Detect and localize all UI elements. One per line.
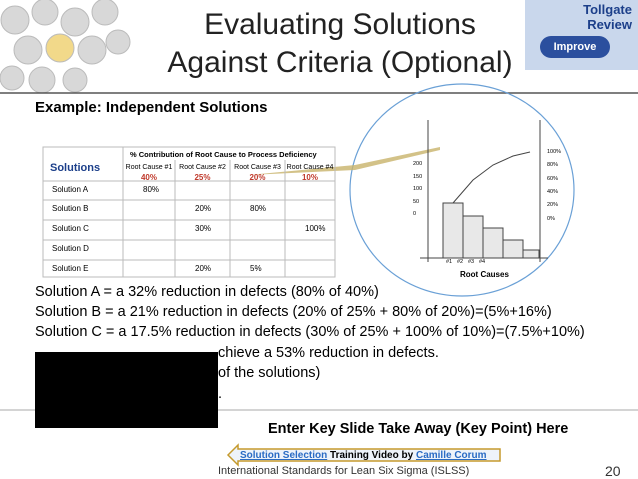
- pareto: [420, 120, 548, 262]
- badge-phase: Improve: [553, 41, 597, 53]
- body-line: Solution A = a 32% reduction in defects …: [35, 284, 379, 300]
- cause-name: Root Cause #3: [234, 164, 281, 171]
- x-label: #4: [479, 259, 486, 265]
- table: [42, 146, 336, 278]
- cause-share: 25%: [194, 173, 211, 182]
- row-label: Solution E: [52, 264, 89, 273]
- title-line: Evaluating Solutions: [204, 8, 476, 41]
- right-tick: 60%: [547, 175, 559, 182]
- cause-name: Root Cause #2: [179, 164, 226, 171]
- row-label: Solution C: [52, 224, 89, 233]
- cause-name: Root Cause #4: [286, 164, 334, 171]
- right-tick: 80%: [547, 162, 559, 169]
- cell: 20%: [195, 264, 212, 273]
- video-link: Solution Selection Training Video by Cam…: [240, 450, 487, 461]
- right-tick: 0%: [547, 215, 555, 222]
- x-title: Root Causes: [460, 270, 509, 279]
- cell: 20%: [195, 204, 212, 213]
- row-label: Solution D: [52, 244, 89, 253]
- cause-name: Root Cause #1: [125, 164, 173, 171]
- body-line: Solution B = a 21% reduction in defects …: [35, 304, 552, 320]
- row-label: Solution B: [52, 204, 89, 213]
- video-arrow: [226, 443, 501, 467]
- x-label: #2: [457, 259, 464, 265]
- cell: 80%: [250, 204, 267, 213]
- lightbulbs: [0, 0, 131, 94]
- left-tick: 0: [413, 211, 417, 217]
- left-tick: 150: [413, 173, 423, 180]
- badge-pill: [540, 36, 610, 58]
- link[interactable]: Camille Corum: [415, 450, 487, 461]
- zoom-link: [248, 147, 440, 175]
- x-label: #1: [446, 259, 453, 265]
- cause-share: 10%: [301, 173, 318, 182]
- right-tick: 40%: [547, 188, 559, 195]
- badge-bg: [525, 0, 638, 70]
- right-tick: 20%: [547, 202, 559, 209]
- row-label: Solution A: [52, 185, 89, 194]
- cell: 80%: [143, 185, 160, 194]
- table-corner: Solutions: [50, 162, 101, 174]
- right-tick: 100%: [547, 149, 562, 155]
- badge-title: Tollgate Review: [583, 2, 632, 32]
- link[interactable]: Solution Selection: [240, 450, 328, 461]
- takeaway: Enter Key Slide Take Away (Key Point) He…: [268, 421, 569, 437]
- x-label: #3: [468, 259, 475, 265]
- body-line: Solution C = a 17.5% reduction in defect…: [35, 324, 585, 340]
- redaction-box: [35, 352, 218, 428]
- cause-share: 20%: [249, 173, 266, 182]
- subtitle: Example: Independent Solutions: [35, 99, 268, 116]
- cell: 100%: [305, 224, 326, 233]
- zoom-ellipse: [349, 83, 575, 297]
- left-tick: 50: [413, 198, 420, 205]
- table-caption: % Contribution of Root Cause to Process …: [130, 150, 317, 159]
- footer-text: International Standards for Lean Six Sig…: [218, 465, 470, 477]
- cause-share: 40%: [140, 173, 157, 182]
- left-tick: 200: [413, 161, 423, 167]
- cell: 5%: [250, 264, 262, 273]
- page-number: 20: [605, 463, 621, 479]
- title-line: Against Criteria (Optional): [167, 46, 513, 79]
- cell: 30%: [195, 224, 212, 233]
- left-tick: 100: [413, 186, 423, 192]
